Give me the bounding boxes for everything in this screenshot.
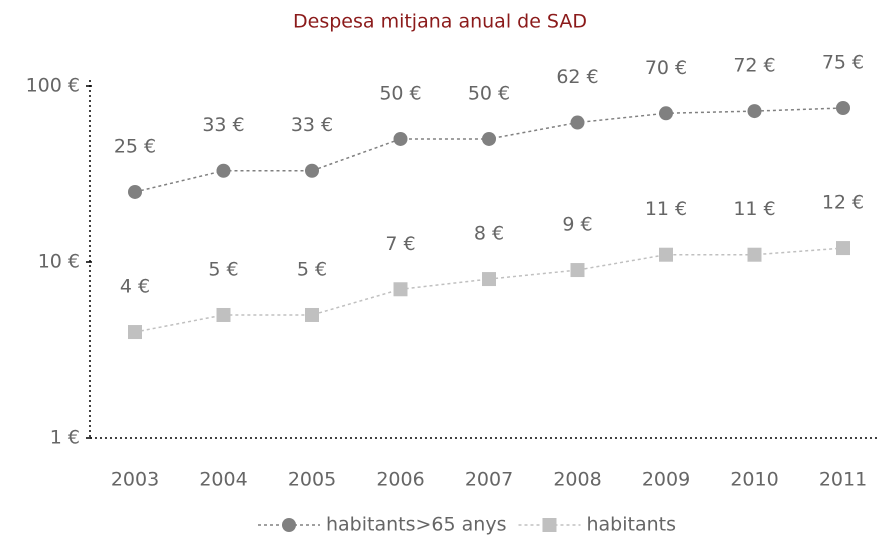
data-label: 5 € — [297, 258, 327, 280]
data-label: 11 € — [733, 198, 775, 220]
legend-marker — [542, 518, 557, 532]
x-tick-label: 2003 — [111, 469, 159, 491]
data-point — [128, 184, 142, 199]
x-tick-label: 2010 — [730, 469, 778, 491]
series-line — [134, 247, 844, 333]
data-point — [570, 263, 585, 278]
data-point — [747, 247, 762, 262]
data-point — [659, 106, 673, 121]
data-label: 11 € — [645, 198, 687, 220]
chart-title: Despesa mitjana anual de SAD — [293, 11, 587, 33]
data-point — [747, 104, 762, 119]
data-label: 50 € — [379, 82, 421, 104]
data-label: 50 € — [468, 82, 510, 104]
x-tick-label: 2009 — [642, 469, 690, 491]
x-tick-label: 2004 — [199, 469, 247, 491]
data-label: 5 € — [208, 258, 238, 280]
legend-label: habitants — [586, 514, 676, 536]
legend-marker — [282, 518, 296, 532]
y-tick-label: 1 € — [50, 427, 80, 449]
data-point — [216, 163, 231, 178]
data-label: 33 € — [291, 114, 333, 136]
data-point — [836, 241, 850, 256]
data-point — [836, 100, 850, 115]
data-label: 70 € — [645, 57, 687, 79]
data-label: 4 € — [120, 276, 150, 298]
y-tick-label: 100 € — [26, 75, 80, 97]
data-label: 62 € — [556, 66, 598, 88]
x-tick-label: 2008 — [553, 469, 601, 491]
x-tick-label: 2006 — [376, 469, 424, 491]
data-point — [128, 325, 142, 340]
data-label: 12 € — [822, 192, 864, 214]
data-label: 25 € — [114, 135, 156, 157]
data-point — [393, 131, 408, 146]
data-label: 72 € — [733, 55, 775, 77]
data-point — [393, 282, 408, 297]
data-point — [482, 272, 496, 287]
legend-label: habitants>65 anys — [326, 514, 506, 536]
x-tick-label: 2007 — [465, 469, 513, 491]
y-tick-label: 10 € — [38, 251, 80, 273]
data-point — [659, 247, 673, 262]
data-point — [305, 307, 319, 322]
data-point — [482, 131, 496, 146]
data-point — [305, 163, 319, 178]
x-tick-label: 2005 — [288, 469, 336, 491]
data-label: 8 € — [474, 223, 504, 245]
data-label: 33 € — [202, 114, 244, 136]
data-label: 75 € — [822, 51, 864, 73]
data-point — [216, 307, 231, 322]
data-point — [570, 115, 585, 130]
data-label: 9 € — [562, 214, 592, 236]
data-label: 7 € — [385, 233, 415, 255]
x-tick-label: 2011 — [819, 469, 867, 491]
